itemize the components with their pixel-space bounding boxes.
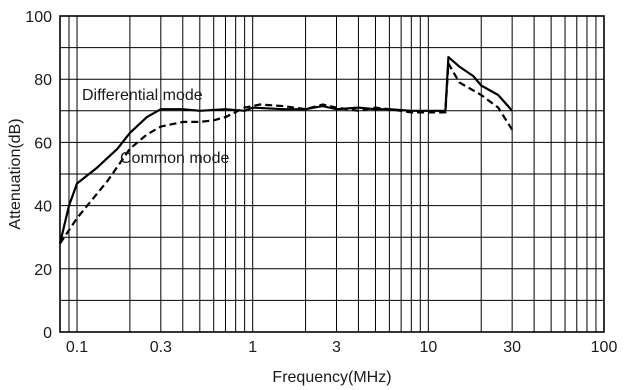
y-tick-labels: 0 20 40 60 80 100 <box>25 9 52 342</box>
x-axis-title: Frequency(MHz) <box>272 369 391 386</box>
series-lines <box>58 56 514 245</box>
differential-mode-line <box>58 56 514 244</box>
y-axis-title: Attenuation(dB) <box>7 118 24 229</box>
plot-frame <box>59 15 605 333</box>
y-tick-label: 60 <box>34 135 52 152</box>
y-tick-label: 40 <box>34 199 52 216</box>
x-tick-labels: 0.1 0.3 1 3 10 30 100 <box>66 339 618 356</box>
y-tick-label: 0 <box>43 325 52 342</box>
y-tick-label: 80 <box>34 72 52 89</box>
differential-mode-label: Differential mode <box>82 87 203 104</box>
x-tick-label: 30 <box>503 339 521 356</box>
common-mode-line <box>59 62 514 245</box>
x-tick-label: 1 <box>248 339 257 356</box>
x-tick-label: 10 <box>419 339 437 356</box>
common-mode-label: Common mode <box>120 150 229 167</box>
x-tick-label: 3 <box>332 339 341 356</box>
x-tick-label: 100 <box>591 339 618 356</box>
x-tick-label: 0.3 <box>150 339 172 356</box>
grid <box>60 16 604 332</box>
y-tick-label: 20 <box>34 262 52 279</box>
y-tick-label: 100 <box>25 9 52 26</box>
x-tick-label: 0.1 <box>66 339 88 356</box>
